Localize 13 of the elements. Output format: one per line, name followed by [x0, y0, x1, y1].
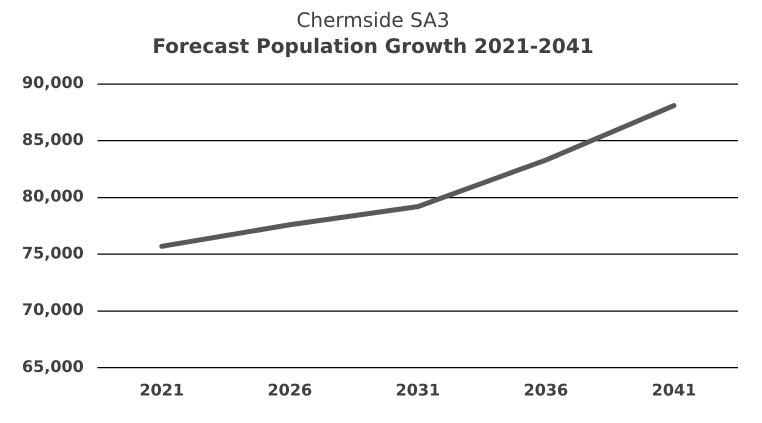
- y-tick-label: 65,000: [22, 356, 84, 376]
- y-tick-label: 80,000: [22, 186, 84, 206]
- y-tick-label: 85,000: [22, 130, 84, 149]
- x-tick-label: 2021: [140, 380, 184, 400]
- chart-subtitle: Forecast Population Growth 2021-2041: [152, 34, 594, 58]
- x-tick-label: 2026: [268, 380, 312, 400]
- x-tick-label: 2036: [524, 380, 568, 400]
- y-tick-label: 75,000: [22, 243, 84, 262]
- chart-title: Chermside SA3: [296, 8, 450, 32]
- x-tick-label: 2041: [652, 380, 696, 400]
- y-tick-label: 70,000: [22, 300, 84, 320]
- x-tick-label: 2031: [396, 380, 440, 400]
- y-tick-label: 90,000: [22, 73, 84, 92]
